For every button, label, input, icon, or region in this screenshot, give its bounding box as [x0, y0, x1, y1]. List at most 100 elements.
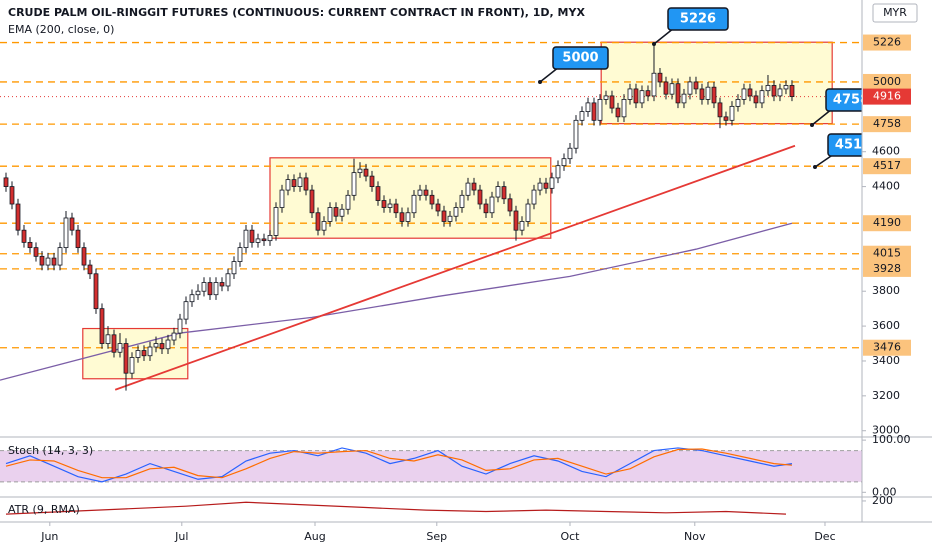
candle-body — [531, 189, 537, 205]
candle-body — [237, 247, 243, 262]
candle-body — [321, 221, 327, 231]
candle-body — [99, 308, 105, 344]
callout-dot — [652, 42, 656, 46]
candle-body — [507, 198, 513, 212]
candle-body — [27, 241, 33, 249]
x-tick-label: Jun — [40, 530, 58, 543]
trend-line — [114, 144, 796, 391]
candle-body — [129, 357, 135, 374]
candle-body — [135, 350, 141, 358]
candle-body — [693, 81, 699, 90]
candle-body — [651, 72, 657, 97]
candle-body — [573, 119, 579, 149]
candle-body — [273, 207, 279, 236]
stoch-tick-label: 100.00 — [872, 433, 911, 446]
candle-body — [327, 207, 333, 222]
candle-body — [453, 207, 459, 217]
indicator-label: EMA (200, close, 0) — [8, 23, 114, 36]
candle-body — [699, 88, 705, 100]
last-price-bg — [863, 88, 911, 105]
candle-body — [669, 83, 675, 95]
candle-body — [417, 189, 423, 196]
candle-body — [309, 189, 315, 214]
y-tick-label: 3000 — [872, 424, 900, 437]
candle-body — [39, 255, 45, 266]
candle-body — [147, 346, 153, 357]
candle-body — [213, 282, 219, 296]
candle-body — [429, 194, 435, 205]
candle-body — [753, 95, 759, 104]
callout-box — [825, 88, 862, 112]
candle-body — [189, 294, 195, 303]
candle-body — [375, 186, 381, 201]
callout-dot — [810, 123, 814, 127]
y-tick-label: 4600 — [872, 145, 900, 158]
y-tick-label: 3600 — [872, 319, 900, 332]
atr-line — [5, 501, 787, 515]
candle-body — [585, 102, 591, 113]
candle-body — [525, 203, 531, 222]
atr-tick-label: 200 — [872, 494, 893, 507]
level-label-bg — [863, 73, 911, 90]
y-tick-label: 3200 — [872, 389, 900, 402]
candle-body — [537, 182, 543, 191]
candle-body — [381, 200, 387, 208]
level-label-bg — [863, 260, 911, 277]
candle-body — [363, 168, 369, 177]
candle-body — [561, 158, 567, 167]
candle-body — [267, 235, 273, 242]
callout-box — [827, 133, 862, 157]
candle-body — [639, 90, 645, 104]
candle-body — [207, 282, 213, 296]
candle-body — [357, 168, 363, 174]
level-label: 3928 — [873, 262, 901, 275]
level-label: 5226 — [873, 36, 901, 49]
candle-body — [177, 318, 183, 334]
candle-body — [657, 72, 663, 83]
candle-body — [603, 95, 609, 100]
candle-body — [57, 247, 63, 266]
candle-body — [393, 203, 399, 214]
candle-body — [399, 212, 405, 222]
last-price-label: 4916 — [873, 90, 901, 103]
candle-body — [369, 175, 375, 187]
chart-title: CRUDE PALM OIL-RINGGIT FUTURES (CONTINUO… — [8, 6, 585, 19]
candle-body — [645, 90, 651, 97]
candle-body — [141, 350, 147, 357]
x-tick-label: Nov — [684, 530, 706, 543]
candle-body — [285, 179, 291, 191]
callout-label: 5226 — [680, 12, 716, 27]
atr-label: ATR (9, RMA) — [8, 503, 80, 516]
level-label: 4015 — [873, 247, 901, 260]
callout-label: 4517 — [835, 138, 871, 153]
callout-dot — [538, 80, 542, 84]
candle-body — [441, 210, 447, 222]
candle-body — [483, 203, 489, 214]
candle-body — [459, 194, 465, 208]
currency: MYR — [883, 6, 907, 19]
candle-body — [45, 257, 51, 266]
candle-body — [75, 229, 81, 249]
candle-body — [423, 189, 429, 196]
level-label-bg — [863, 158, 911, 175]
candle-body — [609, 95, 615, 109]
candle-body — [477, 189, 483, 205]
candle-body — [21, 229, 27, 243]
x-tick-label: Oct — [560, 530, 580, 543]
candle-body — [435, 203, 441, 212]
candle-body — [705, 86, 711, 100]
candle-body — [201, 282, 207, 292]
candle-body — [723, 116, 729, 121]
candle-body — [159, 343, 165, 350]
candle-body — [741, 88, 747, 100]
candle-body — [501, 186, 507, 200]
callout-dot — [813, 165, 817, 169]
candle-body — [627, 88, 633, 100]
candle-body — [111, 334, 117, 353]
level-label: 4758 — [873, 117, 901, 130]
level-label-bg — [863, 34, 911, 51]
candle-body — [411, 194, 417, 214]
callout-box — [667, 7, 729, 31]
candle-body — [687, 81, 693, 95]
candle-body — [489, 196, 495, 214]
